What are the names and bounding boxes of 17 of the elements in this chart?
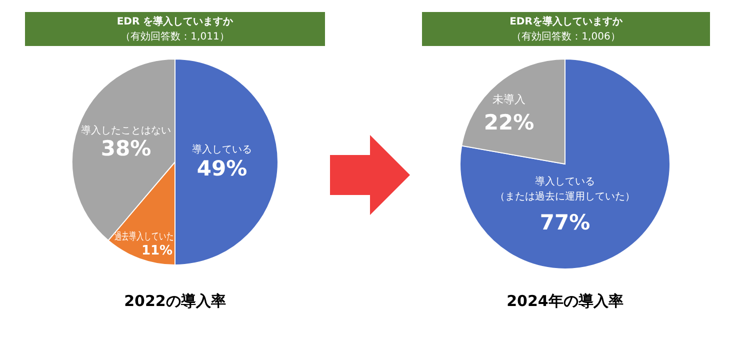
- slice-label: 過去導入していた: [114, 230, 174, 244]
- slice-label: 未導入: [492, 93, 526, 106]
- data-label: 49%: [196, 156, 248, 181]
- chart-subtitle: （有効回答数：1,011）: [120, 30, 230, 43]
- data-label: 38%: [100, 136, 152, 161]
- chart-title: EDRを導入していますか: [510, 16, 624, 28]
- data-label: 77%: [540, 210, 590, 235]
- text: 2024年の導入率: [506, 292, 624, 310]
- slice-label: 導入している（または過去に運用していた）: [495, 176, 635, 203]
- chart-title: EDR を導入していますか: [116, 16, 234, 28]
- pie-slice: [460, 58, 670, 270]
- chart-subtitle: （有効回答数：1,006）: [512, 30, 620, 43]
- data-label: 22%: [484, 110, 534, 135]
- slice-label: 導入したことはない: [81, 124, 171, 137]
- data-label: 11%: [141, 244, 173, 259]
- text: 2022の導入率: [124, 292, 226, 310]
- slice-label: 導入している: [192, 144, 252, 156]
